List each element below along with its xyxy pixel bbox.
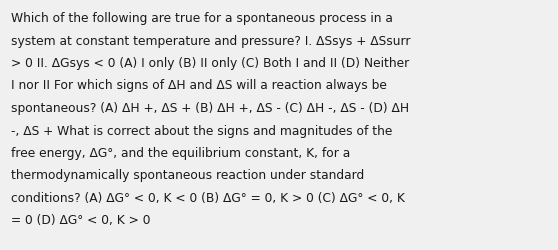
Text: conditions? (A) ΔG° < 0, K < 0 (B) ΔG° = 0, K > 0 (C) ΔG° < 0, K: conditions? (A) ΔG° < 0, K < 0 (B) ΔG° =… xyxy=(11,191,405,204)
Text: thermodynamically spontaneous reaction under standard: thermodynamically spontaneous reaction u… xyxy=(11,169,364,182)
Text: > 0 II. ΔGsys < 0 (A) I only (B) II only (C) Both I and II (D) Neither: > 0 II. ΔGsys < 0 (A) I only (B) II only… xyxy=(11,57,409,70)
Text: free energy, ΔG°, and the equilibrium constant, K, for a: free energy, ΔG°, and the equilibrium co… xyxy=(11,146,350,159)
Text: -, ΔS + What is correct about the signs and magnitudes of the: -, ΔS + What is correct about the signs … xyxy=(11,124,392,137)
Text: spontaneous? (A) ΔH +, ΔS + (B) ΔH +, ΔS - (C) ΔH -, ΔS - (D) ΔH: spontaneous? (A) ΔH +, ΔS + (B) ΔH +, ΔS… xyxy=(11,102,409,114)
Text: system at constant temperature and pressure? I. ΔSsys + ΔSsurr: system at constant temperature and press… xyxy=(11,34,411,47)
Text: = 0 (D) ΔG° < 0, K > 0: = 0 (D) ΔG° < 0, K > 0 xyxy=(11,214,151,226)
Text: Which of the following are true for a spontaneous process in a: Which of the following are true for a sp… xyxy=(11,12,393,25)
Text: I nor II For which signs of ΔH and ΔS will a reaction always be: I nor II For which signs of ΔH and ΔS wi… xyxy=(11,79,387,92)
